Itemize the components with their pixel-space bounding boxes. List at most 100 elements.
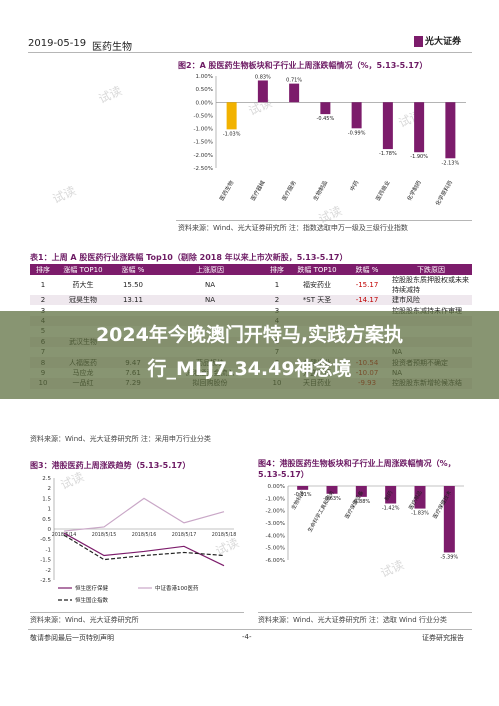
fig2-data-label: -1.03% [223, 131, 241, 137]
table-cell: 冠昊生物 [56, 295, 110, 306]
footer-disclaimer[interactable]: 敬请参阅最后一页特别声明 [30, 634, 114, 642]
table-cell: 建市风险 [390, 295, 472, 306]
table-cell: 2 [30, 295, 56, 306]
fig2-data-label: -0.45% [317, 116, 335, 122]
fig2-ytick-label: 0.50% [196, 87, 213, 93]
fig2-ytick-label: -2.50% [194, 166, 213, 172]
report-date: 2019-05-19 [28, 38, 87, 49]
fig4-divider [258, 612, 472, 613]
fig2-ytick-label: 1.00% [196, 74, 213, 80]
table-cell: 控股股东减持未作审理 [390, 305, 472, 315]
fig4-ytick-label: -2.00% [266, 509, 285, 515]
fig3-series-line [63, 497, 225, 532]
table1-title: 表1：上周 A 股医药行业涨跌幅 Top10（剔除 2018 年以来上市次新股，… [30, 253, 348, 262]
table-row: 3 3 控股股东减持未作审理 [30, 305, 472, 315]
fig2-bar [257, 80, 268, 103]
fig4-ytick-label: 0.00% [268, 484, 285, 490]
fig3-xtick-label: 2018/5/14 [52, 532, 77, 538]
table-cell: 2 [264, 295, 290, 306]
fig3-series-line [63, 532, 225, 567]
footer-divider [28, 629, 472, 630]
fig3-ytick-label: 1.5 [42, 496, 51, 502]
fig3-divider [30, 612, 244, 613]
fig4-data-label: -5.39% [440, 554, 458, 560]
fig3-source: 资料来源：Wind、光大证券研究所 [30, 616, 139, 624]
fig4-ytick-label: -1.00% [266, 496, 285, 502]
fig2-category-label: 医疗服务 [280, 179, 298, 202]
fig3-xtick-label: 2018/5/18 [212, 532, 237, 538]
fig4-bar [385, 486, 397, 504]
fig2-category-label: 化学制药 [405, 179, 423, 202]
fig2-bar [445, 102, 456, 159]
fig2-data-label: 0.83% [255, 74, 271, 80]
fig4-chart: 0.00% -1.00% -2.00% -3.00% -4.00% -5.00% -6.00… [266, 484, 464, 564]
table-cell: 福安药业 [303, 281, 331, 289]
fig4-bar [297, 486, 309, 490]
watermark: 试读 [50, 183, 79, 207]
promo-line-2: 行_MLJ7.34.49神念境 [147, 358, 352, 380]
fig4-data-label: -0.31% [294, 492, 312, 498]
fig3-ytick-label: -1.5 [40, 558, 51, 564]
promo-banner-text: 2024年今晚澳门开特马,实践方案执 行_MLJ7.34.49神念境 [0, 318, 499, 386]
table-cell: 3 [30, 305, 56, 315]
fig3-xtick-label: 2018/5/16 [132, 532, 157, 538]
fig2-data-label: -2.13% [442, 160, 460, 166]
fig2-data-label: -1.90% [410, 154, 428, 160]
header-drop-reason: 下跌原因 [390, 264, 472, 275]
fig2-chart: 1.00% 0.50% 0.00% -0.50% -1.00% -1.50% -2.00% -… [194, 74, 466, 207]
header-gain-reason: 上涨原因 [156, 264, 264, 275]
fig4-bar [414, 486, 426, 509]
fig3-xtick-label: 2018/5/17 [172, 532, 197, 538]
fig2-ytick-label: -1.00% [194, 127, 213, 133]
header-rank: 排序 [30, 264, 56, 275]
table-row: 2 冠昊生物 13.11 NA 2 *ST 天圣 -14.17 建市风险 [30, 295, 472, 306]
table-cell: 13.11 [110, 295, 156, 306]
company-logo: 光大证券 [414, 34, 461, 47]
fig3-ytick-label: 0 [48, 527, 52, 533]
table-row: 1 药大生 15.50 NA 1 福安药业 -15.17 控股股东质押股权或未来持续减持 [30, 275, 472, 295]
fig4-source: 资料来源：Wind、光大证券研究所 注：选取 Wind 行业分类 [258, 616, 447, 624]
fig2-data-label: 0.71% [286, 78, 302, 84]
fig2-category-label: 医药生物 [217, 179, 235, 202]
table-cell: 1 [274, 281, 280, 289]
fig2-category-label: 医疗器械 [249, 179, 267, 202]
fig3-ytick-label: 2 [48, 486, 52, 492]
fig3-ytick-label: 1 [48, 507, 52, 513]
fig2-category-label: 医药商业 [374, 179, 392, 202]
fig2-bar [320, 102, 331, 115]
fig2-source: 资料来源：Wind、光大证券研究所 注：指数选取申万一级及三级行业指数 [178, 224, 408, 232]
fig2-ytick-label: -2.00% [194, 153, 213, 159]
header-divider [28, 52, 472, 53]
fig2-ytick-label: 0.00% [196, 100, 213, 106]
header-drop-name: 跌幅 TOP10 [290, 264, 344, 275]
fig3-ytick-label: 0.5 [42, 517, 51, 523]
fig2-bar [414, 102, 425, 153]
fig4-bar [355, 486, 367, 497]
fig2-bar [289, 83, 300, 103]
fig4-data-label: -0.63% [323, 496, 341, 502]
fig4-ytick-label: -5.00% [266, 546, 285, 552]
fig3-xtick-label: 2018/5/15 [92, 532, 117, 538]
fig4-ytick-label: -6.00% [266, 558, 285, 564]
table-cell: 15.50 [122, 281, 144, 289]
fig2-bar [382, 102, 393, 150]
logo-text: 光大证券 [425, 37, 462, 47]
report-category: 医药生物 [92, 42, 132, 53]
page-number: -4- [242, 633, 252, 641]
table-cell: NA [204, 281, 216, 289]
header-gain-name: 涨幅 TOP10 [56, 264, 110, 275]
fig4-title: 图4：港股医药生物板块和子行业上周涨跌幅情况（%，5.13-5.17） [258, 459, 456, 479]
fig2-category-label: 生物制品 [311, 179, 329, 202]
fig2-divider [176, 220, 472, 221]
fig2-ytick-label: -1.50% [194, 140, 213, 146]
fig4-ytick-label: -4.00% [266, 533, 285, 539]
fig2-ytick-label: -0.50% [194, 113, 213, 119]
fig3-series-line [63, 534, 225, 561]
fig3-ytick-label: -2 [46, 568, 51, 574]
table-cell: 药大生 [72, 281, 94, 289]
table-cell: -15.17 [355, 281, 379, 289]
table-header-row: 排序 涨幅 TOP10 涨幅 % 上涨原因 排序 跌幅 TOP10 跌幅 % 下… [30, 264, 472, 275]
fig3-ytick-label: -0.5 [40, 537, 51, 543]
table-cell: NA [156, 295, 264, 306]
fig2-bar [351, 102, 362, 129]
